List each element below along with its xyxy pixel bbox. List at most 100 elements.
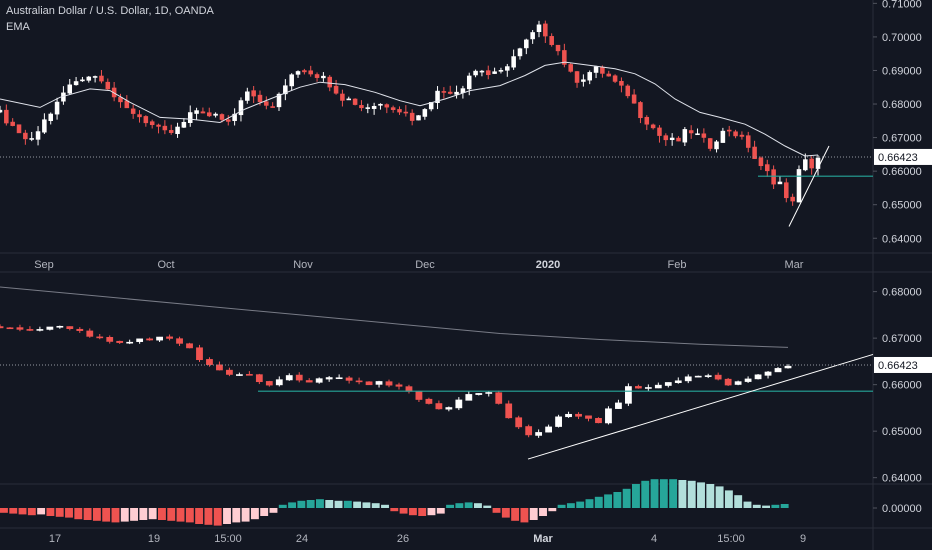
histogram-bar xyxy=(120,508,129,522)
histogram-bar xyxy=(594,496,603,508)
histogram-bar xyxy=(316,499,324,508)
histogram-bar xyxy=(529,508,538,520)
candle-body xyxy=(385,381,393,386)
histogram-bar xyxy=(306,500,315,508)
histogram-bar xyxy=(669,479,678,508)
ema-line xyxy=(0,61,819,157)
candle-body xyxy=(156,336,163,341)
histogram-bar xyxy=(455,503,464,508)
candle-body xyxy=(485,392,493,394)
candle-body xyxy=(734,381,742,385)
histogram-bar xyxy=(771,504,780,508)
top-time-axis[interactable]: Sep Oct Nov Dec 2020 Feb Mar xyxy=(34,259,804,271)
candle-body xyxy=(73,81,79,86)
candle-body xyxy=(176,338,183,344)
candle-body xyxy=(397,109,402,113)
candle-body xyxy=(777,181,783,185)
candle-body xyxy=(593,66,599,73)
candle-body xyxy=(289,74,294,87)
histogram-bar xyxy=(148,508,157,520)
candle-body xyxy=(105,81,111,90)
candle-body xyxy=(315,378,323,383)
candle-body xyxy=(575,413,582,417)
top-chart-marks: 0.66423 xyxy=(0,20,932,227)
candle-body xyxy=(517,48,523,57)
candle-body xyxy=(352,98,358,105)
candle-body xyxy=(26,329,34,331)
candle-body xyxy=(739,134,745,137)
histogram-bar xyxy=(743,501,752,508)
histogram-axis[interactable]: 0.00000 xyxy=(873,503,922,515)
histogram-bar xyxy=(632,484,640,508)
candle-body xyxy=(682,129,688,143)
candle-body xyxy=(605,408,612,424)
histogram-bar xyxy=(678,480,687,508)
candle-body xyxy=(416,115,421,121)
candle-body xyxy=(485,70,491,76)
y-tick-label: 0.64000 xyxy=(882,473,922,485)
candle-body xyxy=(612,75,618,82)
histogram-bar xyxy=(613,492,622,508)
candle-body xyxy=(143,116,149,124)
x-tick-label: 17 xyxy=(49,533,61,545)
candle-body xyxy=(149,121,155,126)
candle-body xyxy=(752,146,757,160)
candle-body xyxy=(707,138,713,149)
candle-body xyxy=(345,377,353,381)
candle-body xyxy=(415,391,423,400)
candle-body xyxy=(335,377,343,380)
bottom-time-axis[interactable]: 17 19 15:00 24 26 Mar 4 15:00 9 xyxy=(49,533,806,545)
y-tick-label: 0.66000 xyxy=(882,380,922,392)
histogram-bar xyxy=(325,500,334,508)
candle-body xyxy=(495,392,503,404)
candle-body xyxy=(720,130,726,143)
histogram-bar xyxy=(46,508,55,516)
candle-body xyxy=(565,413,572,418)
histogram-bar xyxy=(130,508,139,521)
y-tick-label: 0.66000 xyxy=(882,166,922,178)
candle-body xyxy=(124,100,130,109)
candle-body xyxy=(270,106,275,108)
y-tick-label: 0.68000 xyxy=(882,287,922,299)
candle-body xyxy=(80,79,85,82)
candle-body xyxy=(146,338,154,341)
candle-body xyxy=(704,375,712,377)
candle-body xyxy=(106,337,114,342)
histogram-bar xyxy=(446,504,455,508)
candle-body xyxy=(694,375,702,378)
x-tick-label: 15:00 xyxy=(214,533,242,545)
candle-body xyxy=(86,330,94,337)
candle-body xyxy=(126,341,134,344)
candle-body xyxy=(10,121,15,126)
candle-body xyxy=(206,359,213,365)
histogram-bar xyxy=(641,480,650,508)
candle-body xyxy=(54,101,60,115)
candle-body xyxy=(631,94,637,104)
candle-body xyxy=(194,110,199,114)
x-tick-label: 9 xyxy=(800,533,806,545)
candle-body xyxy=(46,326,54,330)
candle-body xyxy=(390,107,396,110)
histogram-bar xyxy=(278,504,287,508)
candle-body xyxy=(265,381,273,386)
candle-body xyxy=(744,378,752,382)
x-tick-label: 19 xyxy=(148,533,160,545)
histogram-bar xyxy=(241,508,250,522)
histogram-bar xyxy=(715,486,724,508)
top-price-axis[interactable]: 0.71000 0.70000 0.69000 0.68000 0.67000 0.660… xyxy=(873,0,922,245)
histogram-bar xyxy=(195,508,204,524)
histogram-bar xyxy=(0,508,8,513)
bottom-price-axis[interactable]: 0.68000 0.67000 0.66000 0.65000 0.64000 xyxy=(873,287,922,485)
histogram-bar xyxy=(436,508,445,514)
candle-body xyxy=(23,132,28,140)
candle-body xyxy=(29,138,34,140)
candle-body xyxy=(634,386,642,389)
candle-body xyxy=(555,416,562,427)
candle-body xyxy=(568,64,573,72)
histogram-bar xyxy=(464,502,473,508)
candle-body xyxy=(168,130,174,133)
candle-body xyxy=(447,91,453,94)
candle-body xyxy=(409,112,415,121)
